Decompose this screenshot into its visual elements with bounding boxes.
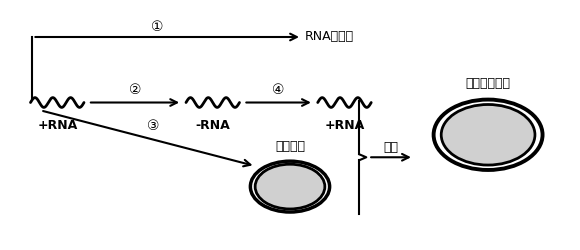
Ellipse shape xyxy=(256,165,324,208)
Text: 装配: 装配 xyxy=(383,141,398,154)
Text: +RNA: +RNA xyxy=(37,119,77,132)
Text: ③: ③ xyxy=(147,119,159,133)
Text: -RNA: -RNA xyxy=(195,119,230,132)
Text: 新型冠状病毒: 新型冠状病毒 xyxy=(466,77,510,90)
Text: RNA复制酶: RNA复制酶 xyxy=(305,30,354,44)
Text: ①: ① xyxy=(151,20,164,34)
Text: 外壳蛋白: 外壳蛋白 xyxy=(275,140,305,153)
Ellipse shape xyxy=(444,106,533,164)
Text: ④: ④ xyxy=(273,83,285,97)
Text: +RNA: +RNA xyxy=(324,119,365,132)
Text: ②: ② xyxy=(129,83,142,97)
